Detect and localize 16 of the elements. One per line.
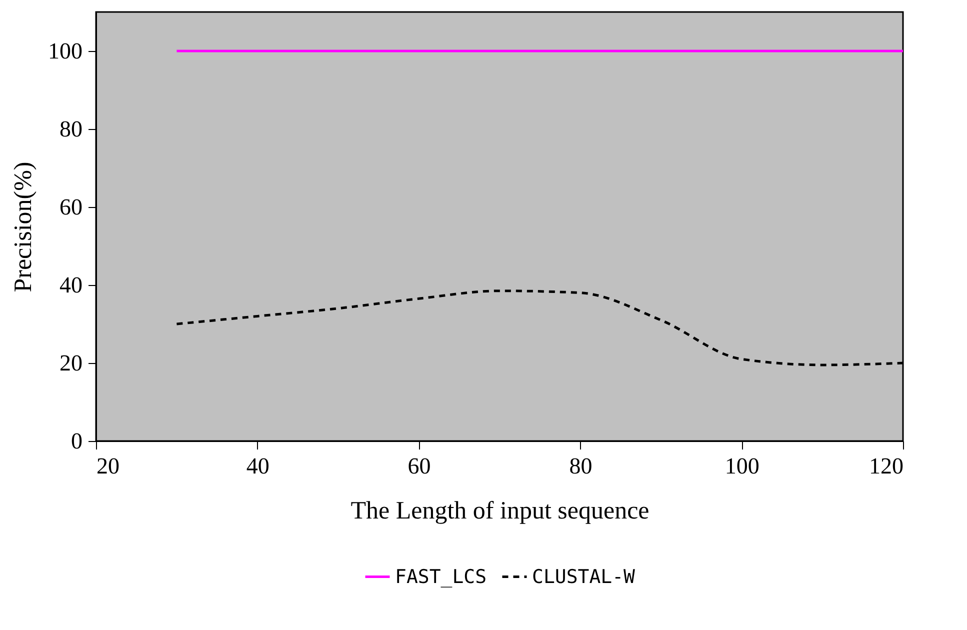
y-tick-label: 80 bbox=[60, 116, 82, 142]
y-tick-label: 100 bbox=[48, 38, 82, 64]
y-axis-title: Precision(%) bbox=[10, 162, 37, 292]
x-tick-label: 40 bbox=[246, 454, 270, 478]
y-tick-label: 0 bbox=[71, 428, 82, 454]
legend-label: FAST_LCS bbox=[395, 566, 487, 588]
x-axis-title: The Length of input sequence bbox=[350, 498, 650, 524]
x-tick-label: 60 bbox=[408, 454, 431, 478]
y-tick-label: 20 bbox=[60, 350, 82, 376]
legend-label: CLUSTAL-W bbox=[532, 566, 636, 588]
x-tick-label: 80 bbox=[569, 454, 592, 478]
y-tick-label: 60 bbox=[60, 194, 82, 220]
x-tick-label: 100 bbox=[724, 454, 760, 478]
x-tick-label: 20 bbox=[96, 454, 120, 478]
x-tick-label: 120 bbox=[869, 454, 904, 478]
y-tick-label: 40 bbox=[60, 272, 82, 298]
